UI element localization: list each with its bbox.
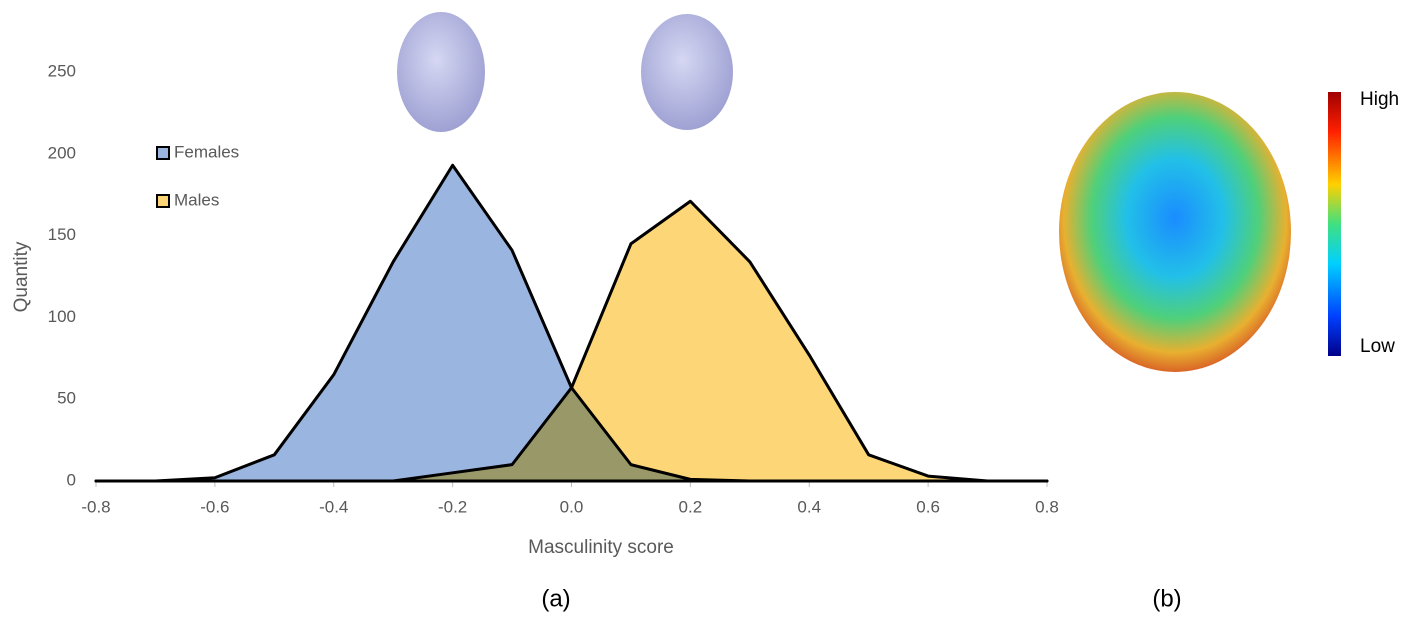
colorbar-high: High	[1360, 89, 1399, 110]
legend-label: Females	[174, 142, 239, 161]
male-face-image	[641, 14, 733, 130]
female-face-image	[397, 12, 485, 132]
area	[94, 199, 1049, 483]
panel-label: (a)	[541, 585, 570, 612]
legend-swatch	[156, 146, 170, 160]
y-tick-label: 50	[57, 389, 76, 408]
x-tick-label: -0.4	[319, 497, 348, 516]
x-tick-label: 0.0	[560, 497, 584, 516]
x-tick-label: 0.8	[1035, 497, 1059, 516]
y-tick-label: 250	[48, 61, 76, 80]
x-tick-label: 0.2	[679, 497, 703, 516]
x-tick-label: -0.6	[200, 497, 229, 516]
x-tick-label: -0.2	[438, 497, 467, 516]
heatmap-face	[1059, 92, 1291, 372]
panel-label: (b)	[1152, 585, 1181, 612]
colorbar-low: Low	[1360, 336, 1395, 357]
y-tick-label: 150	[48, 225, 76, 244]
x-axis-title: Masculinity score	[528, 537, 674, 558]
y-axis-title: Quantity	[11, 241, 32, 312]
x-tick-label: 0.6	[916, 497, 940, 516]
colorbar	[1328, 92, 1341, 356]
y-tick-label: 200	[48, 143, 76, 162]
x-tick-label: 0.4	[797, 497, 821, 516]
y-tick-label: 100	[48, 307, 76, 326]
y-tick-label: 0	[67, 470, 76, 489]
legend-label: Males	[174, 190, 219, 209]
legend-swatch	[156, 194, 170, 208]
x-tick-label: -0.8	[81, 497, 110, 516]
